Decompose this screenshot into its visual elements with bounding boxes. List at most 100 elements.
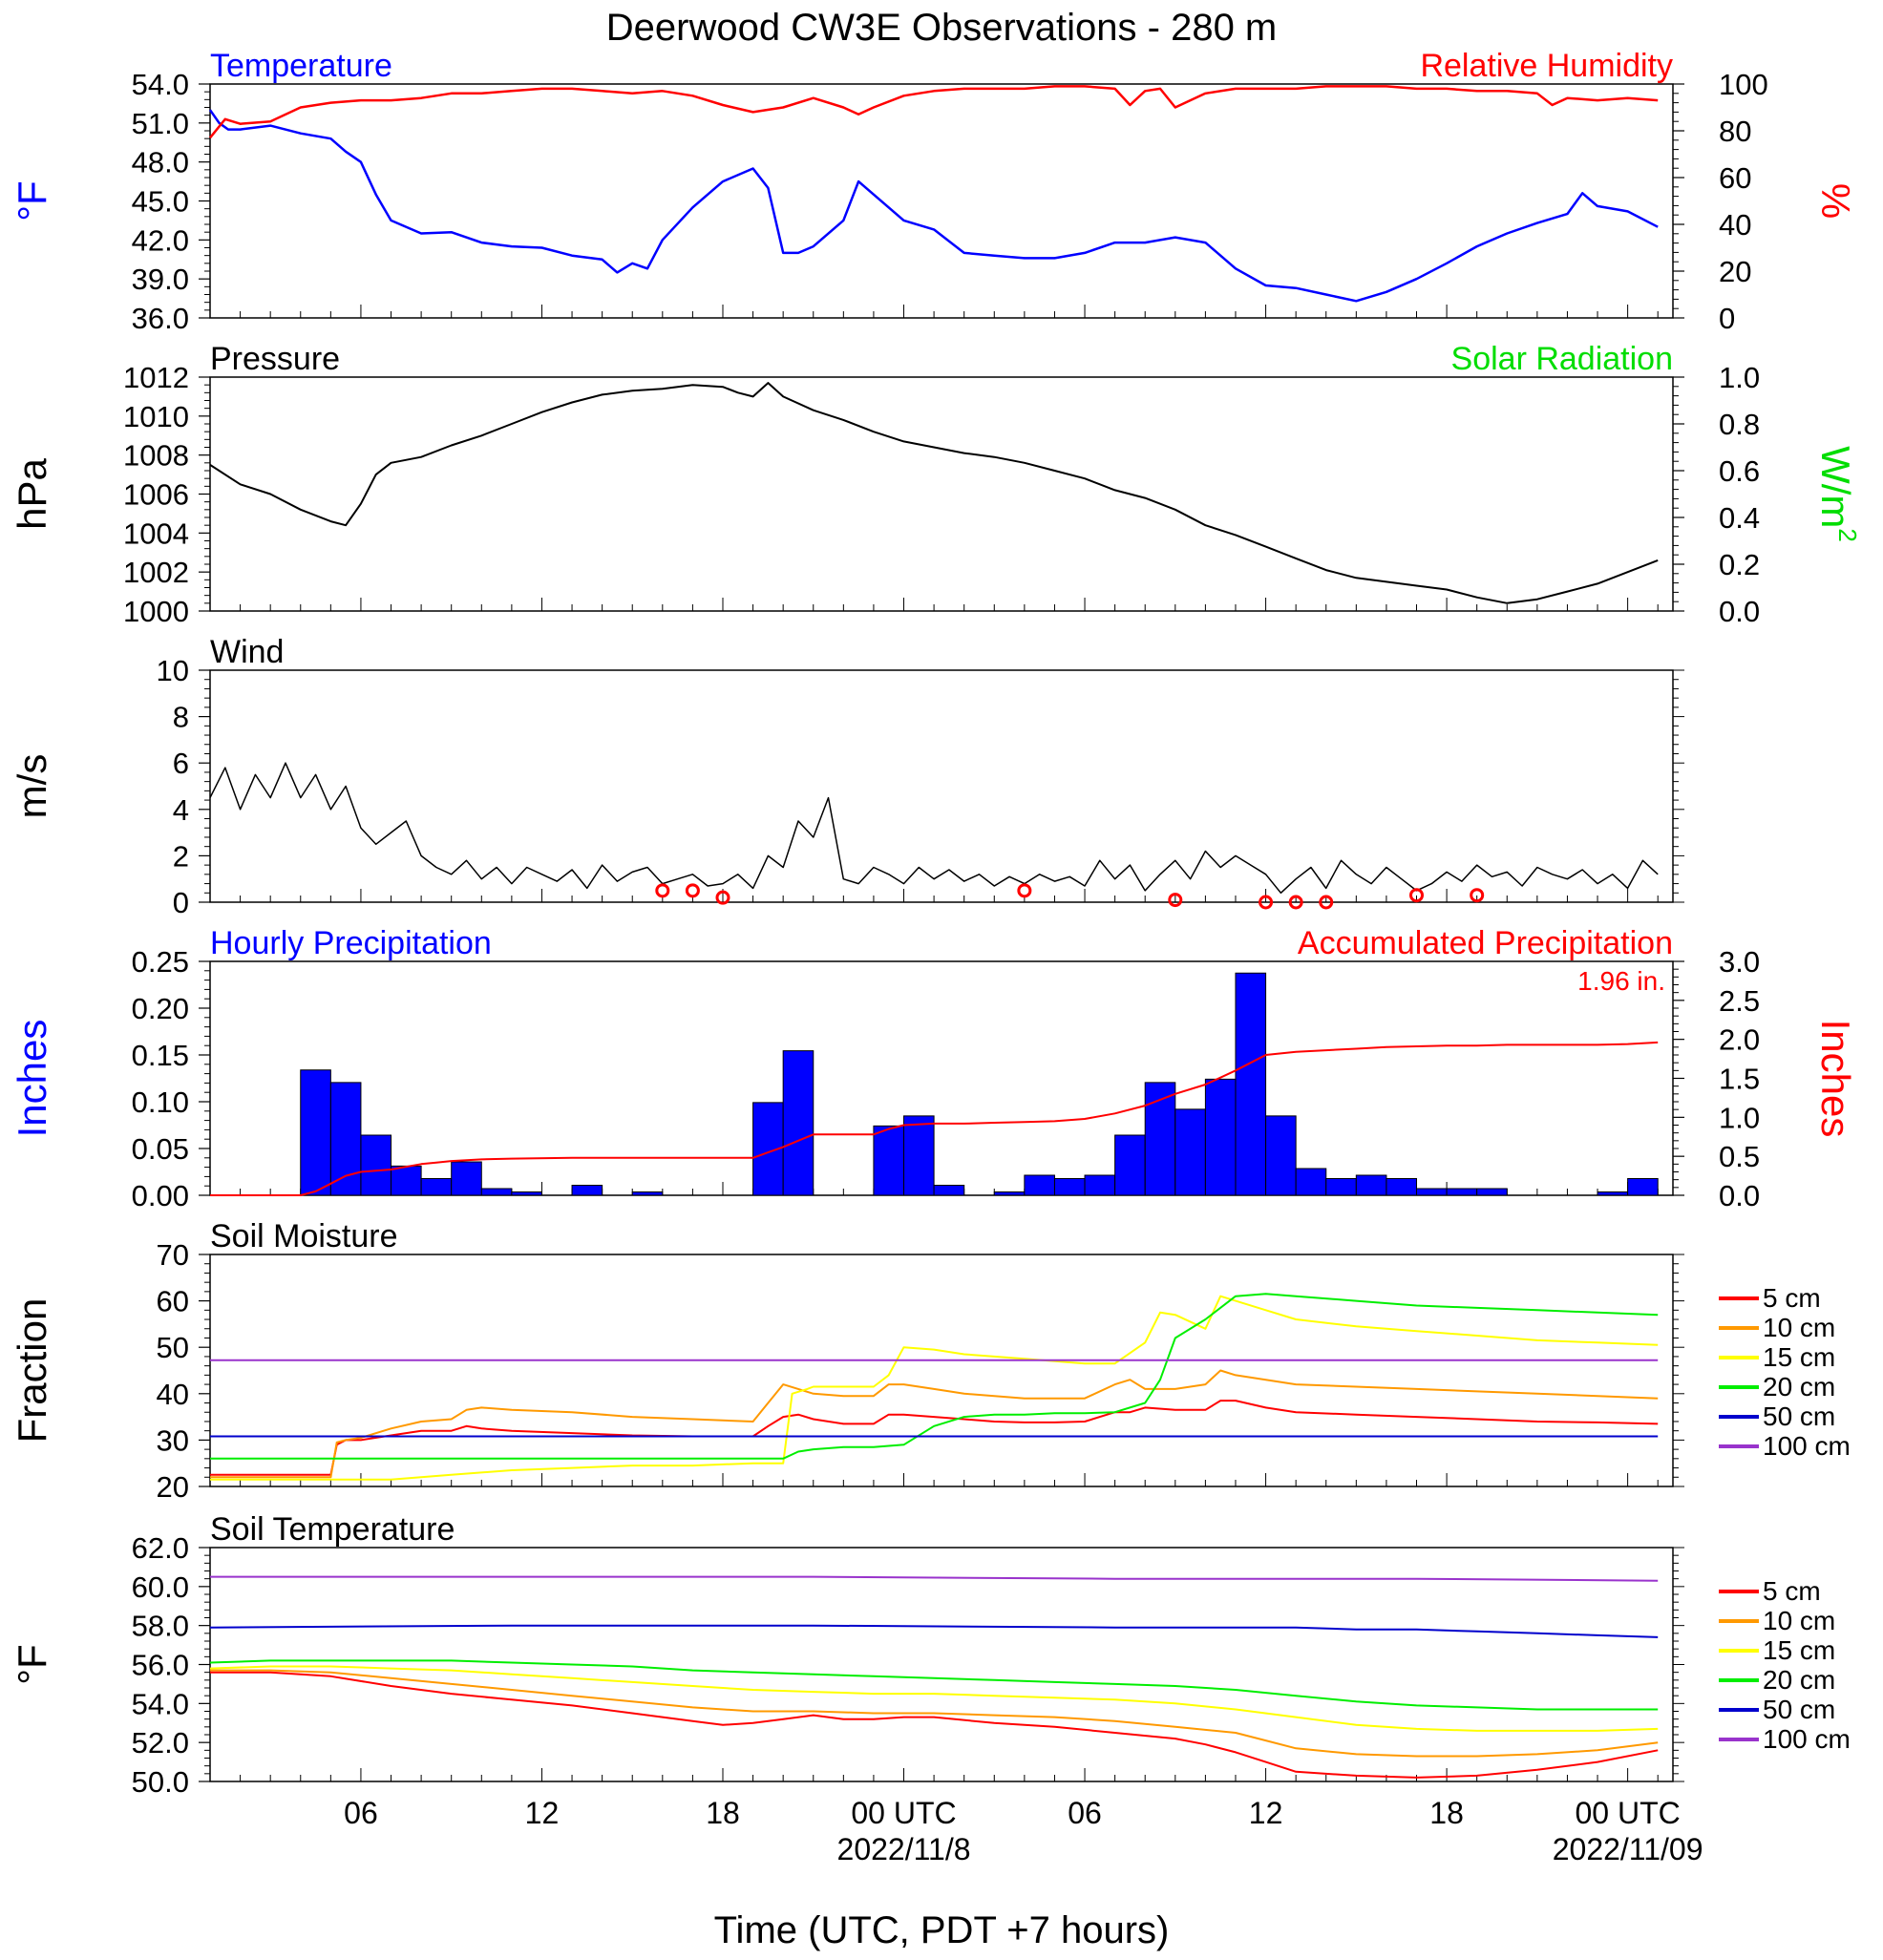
- precip-total-label: 1.96 in.: [1577, 966, 1665, 996]
- y-tick-label: 6: [173, 747, 189, 780]
- y-tick-label: 1012: [123, 361, 189, 394]
- y-tick-label-right: 3.0: [1719, 945, 1760, 979]
- y-tick-label: 20: [157, 1470, 189, 1504]
- x-tick-label: 18: [1429, 1796, 1464, 1830]
- precip-bar: [1053, 1178, 1086, 1196]
- precip-bar: [1416, 1188, 1448, 1196]
- legend-label: 100 cm: [1763, 1724, 1851, 1754]
- legend-label: 10 cm: [1763, 1606, 1835, 1635]
- x-tick-label: 00 UTC: [851, 1796, 956, 1830]
- y-tick-label-right: 1.0: [1719, 361, 1760, 394]
- precip-bar: [1144, 1082, 1176, 1196]
- y-tick-label: 1008: [123, 439, 189, 473]
- panels-group: Temperature Relative Humidity36.039.042.0…: [10, 48, 1862, 1799]
- y-tick-label: 58.0: [132, 1610, 189, 1643]
- y-tick-label-right: 40: [1719, 208, 1751, 242]
- precip-bar: [1355, 1174, 1387, 1196]
- accumulated-precip-line: [210, 1041, 1659, 1196]
- series-line-15-cm: [210, 1295, 1659, 1481]
- panel-temperature_rh: Temperature Relative Humidity 36.0 39.0 42.0…: [10, 48, 1858, 335]
- precip-bar: [480, 1188, 513, 1196]
- y-tick-label: 30: [157, 1423, 189, 1457]
- series-line-100-cm: [210, 1575, 1659, 1582]
- precip-bar: [631, 1191, 664, 1196]
- y-tick-label: 36.0: [132, 302, 189, 335]
- y-tick-label-right: 100: [1719, 68, 1768, 101]
- calm-wind-marker: [1319, 895, 1334, 910]
- legend-label: 20 cm: [1763, 1665, 1835, 1695]
- y-tick-label: 0.00: [132, 1179, 189, 1212]
- precip-bar: [1204, 1078, 1237, 1196]
- precip-bar: [1476, 1188, 1508, 1196]
- series-line-5-cm: [210, 1400, 1659, 1476]
- y-tick-label: 0.10: [132, 1085, 189, 1119]
- x-tick-label: 12: [525, 1796, 560, 1830]
- y-tick-label: 1002: [123, 556, 189, 589]
- y-tick-label-right: 20: [1719, 255, 1751, 288]
- y-axis-title-left: °F: [10, 1644, 54, 1684]
- panel-title-left: Wind: [210, 634, 284, 670]
- x-tick-label: 00 UTC: [1575, 1796, 1680, 1830]
- precip-bar: [1386, 1178, 1418, 1196]
- y-tick-label: 45.0: [132, 185, 189, 219]
- plot-frame: [209, 669, 1674, 903]
- legend-label: 50 cm: [1763, 1695, 1835, 1724]
- precip-bar: [1627, 1178, 1659, 1196]
- y-tick-label: 2: [173, 839, 189, 873]
- y-tick-label: 40: [157, 1378, 189, 1411]
- series-line-pressure: [209, 382, 1659, 604]
- plot-frame: [209, 83, 1674, 319]
- panel-title-left: Temperature: [210, 48, 392, 84]
- legend-label: 15 cm: [1763, 1342, 1835, 1372]
- precip-bar: [903, 1115, 935, 1196]
- precip-bar: [1174, 1108, 1206, 1196]
- legend-label: 5 cm: [1763, 1576, 1821, 1606]
- y-tick-label-right: 2.0: [1719, 1023, 1760, 1057]
- y-tick-label: 0.25: [132, 945, 189, 979]
- y-axis-title-left: hPa: [10, 457, 54, 529]
- precip-bar: [300, 1069, 331, 1196]
- y-tick-label-right: 0.6: [1719, 454, 1760, 488]
- y-tick-label: 48.0: [132, 146, 189, 179]
- precip-bar: [420, 1178, 453, 1196]
- y-tick-label: 1000: [123, 595, 189, 628]
- calm-wind-marker: [715, 890, 730, 905]
- y-tick-label: 0: [173, 886, 189, 919]
- precip-bar: [511, 1191, 542, 1196]
- y-tick-label-right: 0: [1719, 302, 1735, 335]
- precip-bar: [571, 1185, 603, 1196]
- y-axis-title-left: Fraction: [10, 1298, 54, 1444]
- panel-wind: Wind 0 2 4 6 8 10 m/s: [10, 634, 1684, 919]
- y-tick-label: 51.0: [132, 107, 189, 140]
- panel-soil_temperature: Soil Temperature 50.0 52.0 54.0 56.0 58.0 60.0…: [10, 1511, 1851, 1799]
- y-tick-label-right: 60: [1719, 161, 1751, 195]
- series-line-20-cm: [210, 1293, 1659, 1460]
- calm-wind-marker: [1470, 888, 1485, 903]
- panel-soil_moisture: Soil Moisture 20 30 40 50 60 70 Fraction 5 cm10 …: [10, 1218, 1851, 1504]
- precip-bar: [451, 1161, 482, 1196]
- legend-label: 15 cm: [1763, 1635, 1835, 1665]
- precip-bar: [933, 1185, 965, 1196]
- panel-title-left: Soil Moisture: [210, 1218, 398, 1254]
- legend-label: 50 cm: [1763, 1402, 1835, 1431]
- x-tick-label: 06: [1068, 1796, 1102, 1830]
- y-tick-label: 60.0: [132, 1570, 189, 1604]
- calm-wind-marker: [1409, 888, 1425, 903]
- calm-wind-marker: [1017, 883, 1032, 898]
- y-axis-title-right: %: [1813, 183, 1858, 219]
- precip-bar: [1265, 1115, 1297, 1196]
- y-tick-label: 4: [173, 793, 189, 827]
- y-tick-label: 0.15: [132, 1039, 189, 1072]
- series-line-wind: [209, 762, 1659, 895]
- y-tick-label: 1006: [123, 478, 189, 512]
- calm-wind-marker: [1288, 895, 1303, 910]
- x-tick-date-label: 2022/11/09: [1553, 1832, 1703, 1866]
- precip-bar: [1084, 1174, 1116, 1196]
- series-line-relative-humidity: [209, 85, 1659, 139]
- y-axis-title-left: °F: [10, 180, 54, 221]
- panel-title-left: Soil Temperature: [210, 1511, 455, 1548]
